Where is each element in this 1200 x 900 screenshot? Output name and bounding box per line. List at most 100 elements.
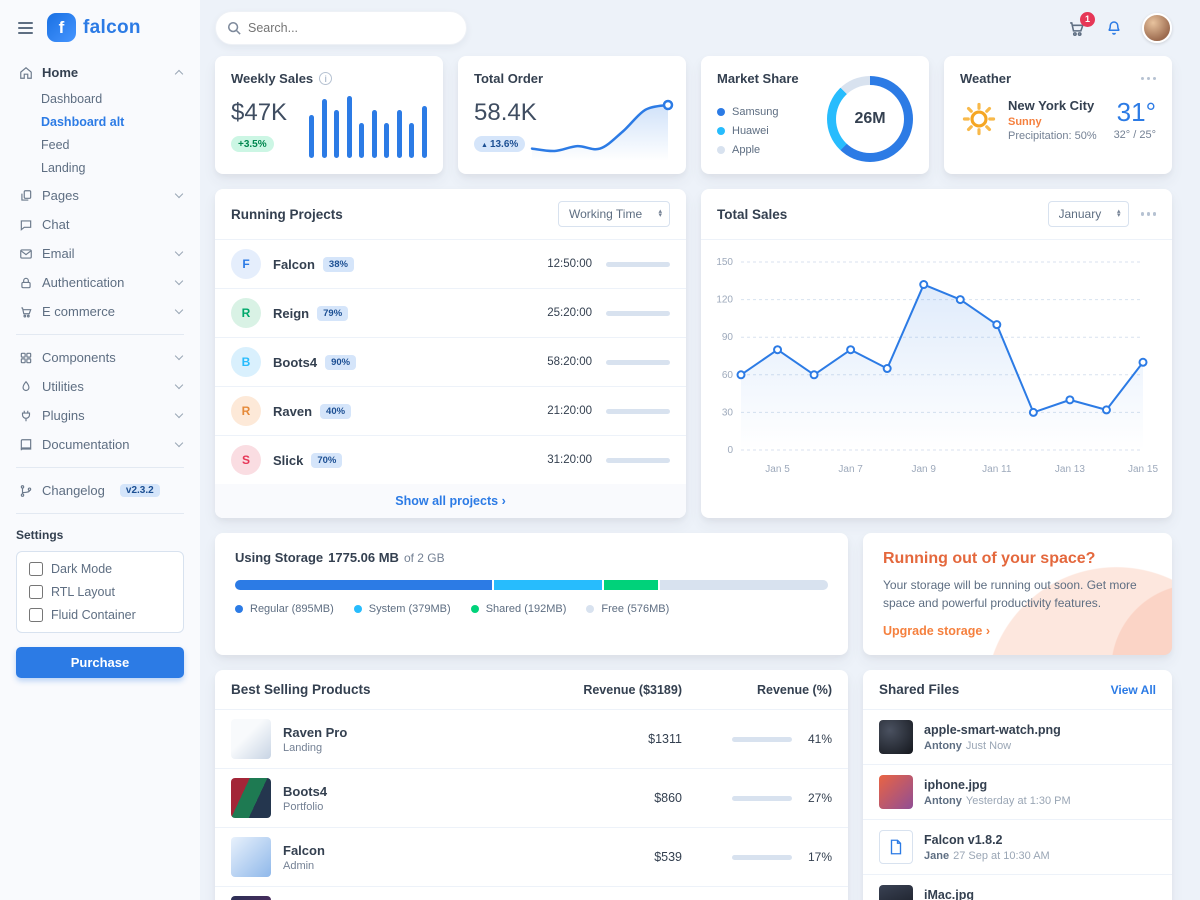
upgrade-storage-link[interactable]: Upgrade storage ›	[883, 624, 990, 638]
file-thumbnail	[879, 885, 913, 900]
menu-toggle-button[interactable]	[16, 20, 35, 36]
sidebar-item-chat[interactable]: Chat	[16, 210, 184, 239]
storage-segment-shared	[603, 580, 660, 590]
sidebar-item-documentation[interactable]: Documentation	[16, 430, 184, 459]
project-name[interactable]: Reign	[273, 305, 310, 321]
search-input[interactable]	[215, 11, 467, 45]
legend-dot	[235, 605, 243, 613]
chevron-right-icon: ›	[985, 624, 990, 638]
sidebar-nav: Home Dashboard Dashboard alt Feed Landin…	[16, 58, 184, 678]
project-name[interactable]: Raven	[273, 403, 313, 419]
card-header-actions: January ▴ ▾	[1047, 201, 1156, 227]
sidebar-item-home[interactable]: Home	[16, 58, 184, 87]
card-header: Running Projects Working Time ▴ ▾	[215, 189, 686, 240]
dark-mode-checkbox[interactable]	[29, 562, 43, 576]
cart-button[interactable]: 1	[1067, 11, 1095, 38]
project-progress-bar	[606, 359, 670, 365]
sidebar-item-label: Changelog	[42, 483, 105, 498]
sidebar-item-dashboard[interactable]: Dashboard	[41, 91, 103, 106]
card-title: Running Projects	[231, 206, 343, 222]
fluid-container-toggle[interactable]: Fluid Container	[29, 608, 171, 622]
settings-panel: Dark Mode RTL Layout Fluid Container	[16, 551, 184, 633]
month-select[interactable]: January	[1047, 201, 1129, 227]
file-name[interactable]: iMac.jpg	[924, 887, 975, 900]
project-name[interactable]: Boots4	[273, 354, 318, 370]
month-select-wrap: January ▴ ▾	[1047, 201, 1129, 227]
show-all-projects-link[interactable]: Show all projects ›	[215, 484, 686, 518]
card-menu-icon[interactable]	[1140, 73, 1156, 85]
info-icon[interactable]: i	[319, 72, 333, 85]
plug-icon	[18, 408, 33, 423]
project-time: 21:20:00	[547, 405, 592, 417]
file-time: 27 Sep at 10:30 AM	[953, 849, 1050, 862]
sidebar-item-ecommerce[interactable]: E commerce	[16, 297, 184, 326]
weather-info: New York City Sunny Precipitation: 50%	[1008, 98, 1097, 142]
project-row: R Raven 40% 21:20:00	[215, 387, 686, 436]
project-row: R Reign 79% 25:20:00	[215, 289, 686, 338]
user-avatar[interactable]	[1142, 13, 1172, 43]
weekly-sales-value: $47K	[231, 99, 288, 126]
svg-text:120: 120	[716, 295, 733, 306]
cart-count-badge: 1	[1080, 11, 1095, 27]
legend-item: Samsung	[717, 106, 913, 118]
product-name[interactable]: Raven Pro	[283, 724, 348, 740]
weather-range: 32° / 25°	[1113, 129, 1156, 141]
file-name[interactable]: iphone.jpg	[924, 777, 988, 792]
chevron-down-icon	[174, 409, 184, 419]
market-share-legend: Samsung Huawei Apple	[717, 106, 913, 156]
weather-temps: 31° 32° / 25°	[1114, 99, 1156, 141]
rtl-layout-checkbox[interactable]	[29, 585, 43, 599]
storage-segment-free	[659, 580, 828, 590]
weather-body: New York City Sunny Precipitation: 50% 3…	[960, 98, 1156, 142]
total-order-value: 58.4K	[474, 99, 537, 126]
fluid-container-checkbox[interactable]	[29, 608, 43, 622]
sidebar-item-authentication[interactable]: Authentication	[16, 268, 184, 297]
product-category: Landing	[283, 741, 323, 754]
project-progress-bar	[606, 408, 670, 414]
running-projects-card: Running Projects Working Time ▴ ▾ F Falco…	[215, 189, 686, 518]
product-name[interactable]: Boots4	[283, 783, 328, 799]
sidebar-item-changelog[interactable]: Changelog v2.3.2	[16, 476, 184, 505]
card-title: Total Sales	[717, 206, 788, 222]
product-name[interactable]: Falcon	[283, 842, 325, 858]
storage-card: Using Storage 1775.06 MB of 2 GB Regular…	[215, 533, 848, 655]
storage-segment-system	[494, 580, 604, 590]
purchase-button[interactable]: Purchase	[16, 647, 184, 678]
sidebar-item-pages[interactable]: Pages	[16, 181, 184, 210]
product-thumbnail	[231, 837, 271, 877]
sidebar-item-dashboard-alt[interactable]: Dashboard alt	[41, 114, 125, 129]
legend-item: System (379MB)	[353, 603, 451, 615]
working-time-select[interactable]: Working Time	[558, 201, 670, 227]
sidebar-item-email[interactable]: Email	[16, 239, 184, 268]
project-name[interactable]: Slick	[273, 452, 304, 468]
market-share-card: Market Share Samsung Huawei Apple 26M	[701, 56, 929, 174]
rtl-layout-toggle[interactable]: RTL Layout	[29, 585, 171, 599]
dark-mode-toggle[interactable]: Dark Mode	[29, 562, 171, 576]
view-all-link[interactable]: View All	[1110, 682, 1156, 697]
project-percent-badge: 79%	[317, 305, 349, 321]
shared-files-card: Shared Files View All apple-smart-watch.…	[863, 670, 1172, 900]
svg-text:Jan 9: Jan 9	[911, 464, 936, 475]
product-row: Falcon Admin $539 17%	[215, 828, 848, 887]
sidebar-item-feed[interactable]: Feed	[41, 137, 70, 152]
sidebar-item-components[interactable]: Components	[16, 343, 184, 372]
card-menu-icon[interactable]	[1140, 208, 1156, 220]
nav-divider	[16, 467, 184, 468]
sidebar-item-utilities[interactable]: Utilities	[16, 372, 184, 401]
sidebar-item-plugins[interactable]: Plugins	[16, 401, 184, 430]
svg-text:Jan 15: Jan 15	[1128, 464, 1158, 475]
brand-logo[interactable]: f falcon	[47, 13, 141, 42]
file-name[interactable]: apple-smart-watch.png	[924, 722, 1061, 737]
weather-card: Weather New York City Sunny Precipitatio…	[944, 56, 1172, 174]
sidebar-item-landing[interactable]: Landing	[41, 160, 86, 175]
sidebar-item-label: Home	[42, 65, 79, 80]
market-share-donut-chart: 26M	[827, 76, 913, 162]
project-name[interactable]: Falcon	[273, 256, 315, 272]
notifications-button[interactable]	[1105, 19, 1123, 37]
file-name[interactable]: Falcon v1.8.2	[924, 832, 1003, 847]
project-avatar: B	[231, 347, 261, 377]
storage-total: of 2 GB	[403, 551, 445, 565]
shared-file-item: iphone.jpg Antony Yesterday at 1:30 PM	[863, 765, 1172, 820]
revenue-percent: 27%	[807, 791, 832, 805]
